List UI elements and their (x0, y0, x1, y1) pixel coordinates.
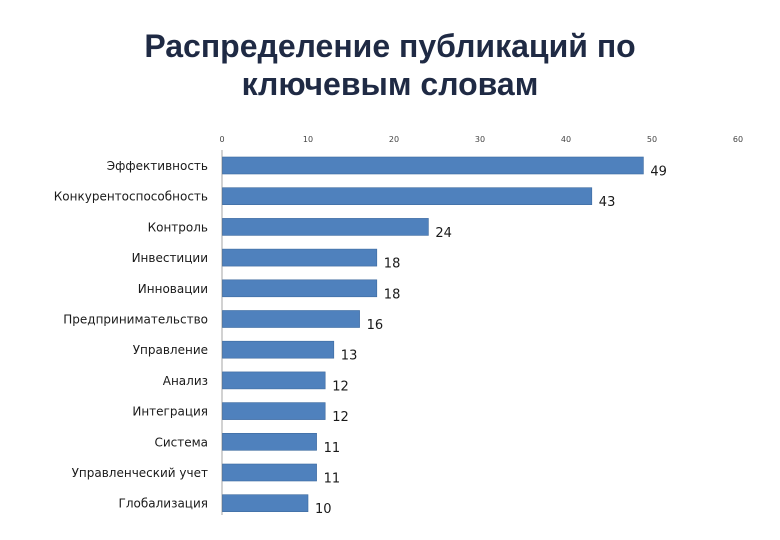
slide-title: Распределение публикаций по ключевым сло… (0, 27, 780, 103)
bar-layer (222, 156, 644, 513)
slide-title-line-2: ключевым словам (241, 66, 539, 102)
bar (222, 187, 593, 205)
x-tick-label: 30 (475, 135, 485, 144)
bar (222, 310, 360, 328)
value-label: 24 (435, 226, 452, 241)
bar (222, 340, 335, 359)
x-tick-label: 50 (647, 135, 657, 144)
bar (222, 279, 378, 298)
bar (222, 248, 378, 267)
value-label: 13 (341, 349, 358, 364)
bar (222, 494, 309, 513)
value-label: 12 (332, 379, 349, 394)
label-layer: Эффективность 49 Конкурентоспособность 43 Ко… (54, 159, 667, 517)
bar (222, 432, 317, 451)
category-label: Интеграция (132, 405, 208, 419)
category-label: Инновации (138, 282, 208, 296)
category-label: Контроль (148, 220, 208, 234)
value-label: 49 (650, 165, 667, 180)
x-tick-label: 60 (733, 135, 743, 144)
slide-title-line-1: Распределение публикаций по (144, 28, 636, 64)
bar (222, 402, 326, 420)
bar (222, 218, 429, 236)
category-label: Управленческий учет (72, 466, 208, 480)
value-label: 43 (599, 195, 616, 210)
value-label: 12 (332, 410, 349, 425)
value-label: 11 (324, 441, 341, 456)
axis-layer: 0 10 20 30 40 50 60 (219, 135, 743, 515)
category-label: Глобализация (119, 497, 208, 511)
category-label: Инвестиции (132, 251, 208, 265)
value-label: 16 (367, 318, 384, 333)
category-label: Система (154, 435, 208, 449)
bar (222, 156, 644, 175)
x-tick-label: 0 (219, 135, 224, 144)
x-tick-label: 10 (303, 135, 313, 144)
x-tick-label: 40 (561, 135, 571, 144)
category-label: Эффективность (107, 159, 208, 173)
value-label: 11 (324, 472, 341, 487)
bar (222, 371, 326, 390)
category-label: Предпринимательство (63, 313, 208, 327)
bar (222, 463, 317, 482)
value-label: 18 (384, 287, 401, 302)
value-label: 10 (315, 502, 332, 517)
category-label: Анализ (163, 374, 208, 388)
category-label: Конкурентоспособность (54, 190, 208, 204)
x-tick-label: 20 (389, 135, 399, 144)
value-label: 18 (384, 257, 401, 272)
category-label: Управление (133, 343, 208, 357)
